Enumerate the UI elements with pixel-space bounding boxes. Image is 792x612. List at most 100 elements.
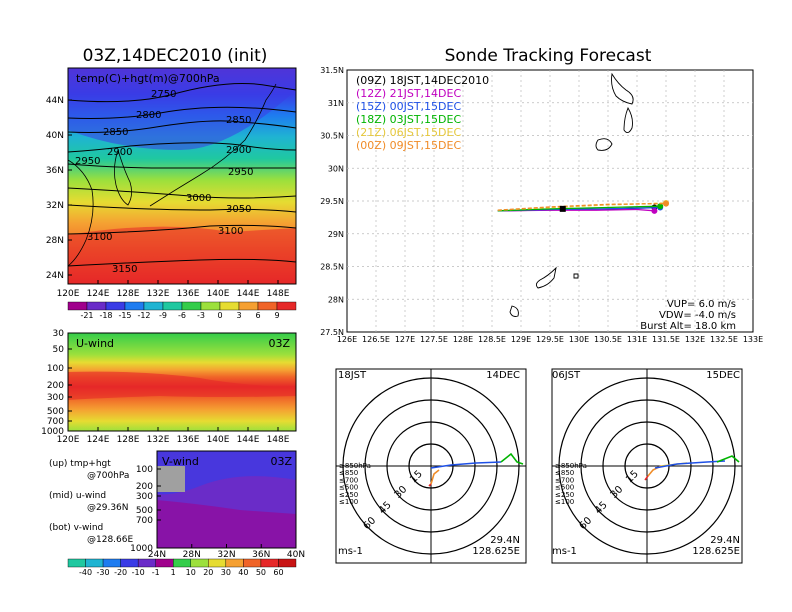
wind-colorbar-label: 40 xyxy=(238,568,248,577)
note-up-sub: @700hPa xyxy=(87,471,129,481)
track-lon-tick-label: 127.5E xyxy=(420,335,448,344)
temp-colorbar-label: -21 xyxy=(80,311,93,320)
track-lon-tick-label: 129.5E xyxy=(536,335,564,344)
hodo-time: 18JST xyxy=(338,370,367,381)
u-wind-lon-tick-label: 148E xyxy=(267,435,290,445)
hodo-legend-entry: ≤250 xyxy=(555,491,574,499)
v-wind-lat-tick-label: 28N xyxy=(183,550,201,560)
temp-colorbar: -21 -18 -15 -12 -9 -6 -3 0 3 6 9 xyxy=(67,301,297,320)
map-lon-tick-label: 148E xyxy=(267,289,290,299)
note-bot-head: (bot) v-wind xyxy=(49,523,103,533)
temp-colorbar-label: 3 xyxy=(236,311,241,320)
track-lon-tick-label: 128.5E xyxy=(478,335,506,344)
temp-colorbar-swatch xyxy=(86,301,107,311)
param-vdw: VDW= -4.0 m/s xyxy=(659,310,736,321)
temp-colorbar-swatch xyxy=(276,301,297,311)
contour-label: 3100 xyxy=(218,226,243,237)
wind-colorbar-swatch xyxy=(278,558,297,568)
v-wind-p-tick-label: 100 xyxy=(136,465,153,475)
map-lat-ticks: 44N 40N 36N 32N 28N 24N xyxy=(46,96,72,281)
wind-colorbar-label: 30 xyxy=(221,568,231,577)
u-wind-p-tick-label: 200 xyxy=(47,381,64,391)
temp-colorbar-label: -3 xyxy=(197,311,205,320)
u-wind-lon-tick-label: 128E xyxy=(117,435,140,445)
track-lat-tick-label: 30N xyxy=(328,164,344,173)
u-wind-p-tick-label: 30 xyxy=(53,329,65,339)
track-lon-tick-label: 132.5E xyxy=(710,335,738,344)
map-lon-tick-label: 136E xyxy=(177,289,200,299)
track-lat-tick-label: 29N xyxy=(328,230,344,239)
track-lat-tick-label: 31.5N xyxy=(320,66,344,75)
coastline-korea xyxy=(114,148,132,206)
u-wind-lon-tick-label: 124E xyxy=(87,435,110,445)
track-lon-tick-label: 133E xyxy=(743,335,763,344)
track-lon-tick-label: 131E xyxy=(627,335,647,344)
hodo-trace xyxy=(430,461,502,469)
temp-colorbar-swatch xyxy=(143,301,164,311)
temp-colorbar-label: 9 xyxy=(274,311,279,320)
hodo-legend-entry: ≤100 xyxy=(555,498,574,506)
temp-colorbar-label: -6 xyxy=(178,311,186,320)
map-lon-ticks: 120E 124E 128E 132E 136E 140E 144E 148E xyxy=(57,280,290,299)
temp-colorbar-swatch xyxy=(238,301,259,311)
burst-marker xyxy=(559,205,566,212)
track-lon-tick-label: 131.5E xyxy=(652,335,680,344)
u-wind-p-tick-label: 700 xyxy=(47,417,64,427)
temp-colorbar-label: 6 xyxy=(255,311,260,320)
v-wind-p-tick-label: 200 xyxy=(136,482,153,492)
hodo-legend-entry: ≤700 xyxy=(555,476,574,484)
coastline-china xyxy=(67,159,94,267)
map-lat-tick-label: 40N xyxy=(46,131,64,141)
hodo-legend-entry: ≥850hPa xyxy=(339,462,371,470)
v-wind-lat-tick-label: 40N xyxy=(287,550,305,560)
u-wind-lon-ticks: 120E 124E 128E 132E 136E 140E 144E 148E xyxy=(57,427,290,445)
track-lat-tick-label: 29.5N xyxy=(320,197,344,206)
wind-colorbar-label: -20 xyxy=(114,568,127,577)
u-jet-core xyxy=(68,371,296,400)
temp-colorbar-label: 0 xyxy=(217,311,222,320)
contour-3150 xyxy=(67,258,297,267)
hodo-unit: ms-1 xyxy=(552,546,577,557)
wind-colorbar-swatch xyxy=(137,558,156,568)
hodo-0-labels: 18JST 14DEC 29.4N 128.625E ms-1 xyxy=(338,370,520,557)
u-wind-time: 03Z xyxy=(268,337,290,350)
wind-colorbar-label: 50 xyxy=(256,568,266,577)
hodo-trace xyxy=(654,460,726,469)
contour-2900 xyxy=(67,142,297,153)
wind-colorbar-swatch xyxy=(85,558,104,568)
contour-2850 xyxy=(67,120,297,133)
u-wind-lon-tick-label: 120E xyxy=(57,435,80,445)
note-bot-sub: @128.66E xyxy=(87,535,133,545)
warm-sector xyxy=(68,226,296,284)
track-lon-tick-label: 130.5E xyxy=(594,335,622,344)
left-title: 03Z,14DEC2010 (init) xyxy=(83,46,268,66)
hodo-unit: ms-1 xyxy=(338,546,363,557)
contour-label: 2850 xyxy=(226,115,251,126)
hodo-legend-entry: ≤850 xyxy=(339,469,358,477)
u-wind-p-tick-label: 100 xyxy=(47,364,64,374)
track-lon-tick-label: 129E xyxy=(511,335,531,344)
v-wind-lat-tick-label: 32N xyxy=(217,550,235,560)
track-lat-tick-label: 30.5N xyxy=(320,132,344,141)
track-lat-tick-label: 31N xyxy=(328,99,344,108)
v-wind-lat-tick-label: 24N xyxy=(148,550,166,560)
wind-colorbar-label: 60 xyxy=(273,568,283,577)
track-landing-point xyxy=(663,200,669,207)
wind-colorbar-swatch xyxy=(190,558,209,568)
wind-colorbar-swatch xyxy=(155,558,174,568)
legend-entry: (00Z) 09JST,15DEC xyxy=(356,139,461,152)
wind-colorbar-label: 1 xyxy=(171,568,176,577)
temp-colorbar-swatch xyxy=(181,301,202,311)
u-wind-lon-tick-label: 136E xyxy=(177,435,200,445)
coastline-japan xyxy=(149,83,277,207)
island-yakushima xyxy=(595,138,613,151)
wind-colorbar-swatch xyxy=(120,558,139,568)
hodo-trace xyxy=(430,469,440,485)
contour-label: 2750 xyxy=(151,89,176,100)
v-wind-p-tick-label: 500 xyxy=(136,506,153,516)
island-tanegashima xyxy=(623,106,633,133)
note-up-head: (up) tmp+hgt xyxy=(49,459,111,469)
temp-colorbar-swatch xyxy=(200,301,221,311)
